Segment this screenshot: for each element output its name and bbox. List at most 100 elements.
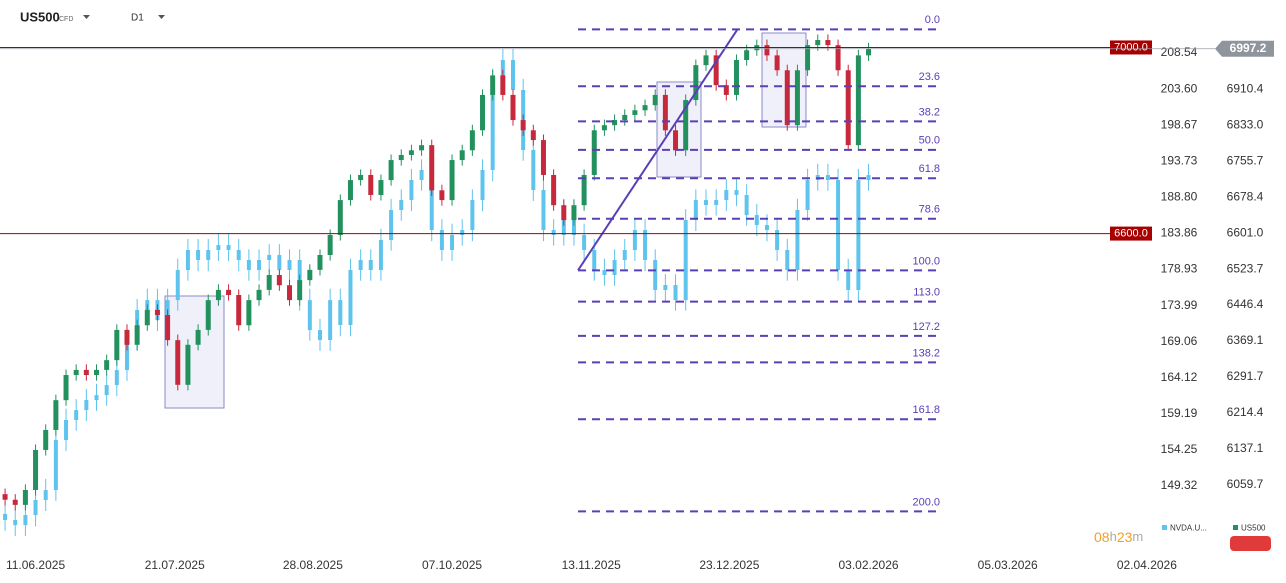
candle-body <box>450 235 455 250</box>
series <box>3 48 871 536</box>
candle-body <box>469 130 475 151</box>
candle-body <box>704 200 709 206</box>
candle-body <box>216 245 221 250</box>
y2-tick-label: 6833.0 <box>1227 117 1264 131</box>
candle-body <box>144 309 150 326</box>
candle-body <box>257 260 262 271</box>
legend-label: NVDA.U... <box>1170 524 1207 533</box>
fib-label: 78.6 <box>919 204 940 216</box>
candle-body <box>368 174 374 195</box>
candle-body <box>337 200 343 235</box>
legend-label: US500 <box>1241 524 1266 533</box>
candle-body <box>408 150 414 155</box>
candle-body <box>327 234 333 255</box>
candle-body <box>530 130 536 141</box>
x-tick-label: 05.03.2026 <box>978 558 1038 572</box>
candle-body <box>206 249 211 261</box>
candle-body <box>774 55 780 71</box>
candle-body <box>185 344 191 385</box>
candle-body <box>236 295 242 326</box>
candle-body <box>662 94 668 131</box>
candle-body <box>53 400 59 430</box>
dropdown-arrow[interactable] <box>158 15 165 19</box>
candle-body <box>348 270 353 326</box>
candle-body <box>815 40 821 46</box>
candle-body <box>185 249 190 271</box>
y2-tick-label: 6059.7 <box>1227 477 1264 491</box>
candle-body <box>195 329 201 345</box>
candle-body <box>683 100 689 151</box>
candle-body <box>764 225 769 231</box>
candle-body <box>470 200 475 231</box>
candle-body <box>663 285 668 290</box>
candle-body <box>63 375 69 401</box>
candle-body <box>551 174 557 206</box>
candle-body <box>764 45 770 56</box>
candle-body <box>175 270 180 301</box>
candle-body <box>582 235 587 250</box>
candle-body <box>378 240 383 271</box>
candle-body <box>754 215 759 226</box>
candle-body <box>622 249 627 261</box>
candle-body <box>866 48 872 56</box>
level-label: 6600.0 <box>1114 227 1148 239</box>
candle-body <box>500 75 506 95</box>
y-tick-label: 149.32 <box>1161 478 1198 492</box>
fib-label: 113.0 <box>913 287 940 299</box>
y2-tick-label: 6523.7 <box>1227 261 1264 275</box>
y-tick-label: 164.12 <box>1161 370 1198 384</box>
symbol[interactable]: US500 <box>20 9 60 24</box>
candle-body <box>520 120 526 131</box>
candle-body <box>64 419 69 441</box>
x-tick-label: 11.06.2025 <box>6 558 65 572</box>
candle-body <box>215 289 221 301</box>
candle-body <box>510 94 516 121</box>
timer-part: 23 <box>1117 529 1133 545</box>
candle-body <box>460 230 465 236</box>
candle-body <box>74 410 79 420</box>
x-tick-label: 03.02.2026 <box>839 558 899 572</box>
dropdown-arrow[interactable] <box>83 15 90 19</box>
candle-body <box>531 150 536 191</box>
candle-body <box>734 190 739 196</box>
last-price-tag <box>1215 40 1274 57</box>
candle-body <box>94 395 99 401</box>
candle-body <box>601 125 607 131</box>
y2-tick-label: 6601.0 <box>1227 225 1264 239</box>
fib-label: 127.2 <box>912 321 940 333</box>
candle-body <box>419 170 424 181</box>
candle-body <box>124 329 130 345</box>
candle-body <box>419 145 425 151</box>
candle-body <box>3 513 8 521</box>
candle-body <box>673 285 678 301</box>
candle-body <box>134 325 140 345</box>
candle-body <box>856 180 861 290</box>
candle-body <box>490 75 496 95</box>
y2-tick-label: 6678.4 <box>1227 189 1264 203</box>
fib-label: 0.0 <box>925 14 940 26</box>
level-tag <box>1110 40 1152 55</box>
candle-body <box>632 110 638 115</box>
candle-body <box>510 60 515 91</box>
candle-body <box>338 300 343 326</box>
y-tick-label: 198.67 <box>1161 117 1198 131</box>
fib-label: 200.0 <box>912 496 940 508</box>
y2-tick-label: 6137.1 <box>1227 441 1264 455</box>
candle-body <box>205 300 211 330</box>
candle-body <box>94 369 100 376</box>
y2-tick-label: 6910.4 <box>1227 81 1264 95</box>
action-button[interactable] <box>1230 536 1271 551</box>
y-tick-label: 188.80 <box>1161 190 1198 204</box>
candle-body <box>226 245 231 250</box>
candle-body <box>2 494 8 500</box>
candle-body <box>592 249 597 271</box>
timeframe[interactable]: D1 <box>131 13 144 24</box>
candle-body <box>22 489 28 505</box>
y2-tick-label: 6446.4 <box>1227 297 1264 311</box>
timer-part: m <box>1132 529 1143 544</box>
candle-body <box>358 260 363 271</box>
candle-body <box>480 170 485 201</box>
candle-body <box>114 370 119 386</box>
candle-body <box>307 269 313 281</box>
